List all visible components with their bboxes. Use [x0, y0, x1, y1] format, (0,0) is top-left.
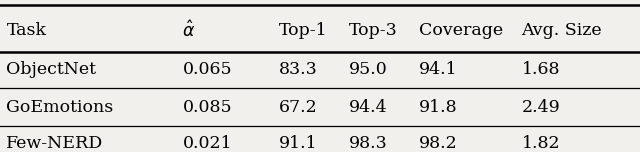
Text: 98.2: 98.2	[419, 135, 458, 152]
Text: 1.68: 1.68	[522, 61, 560, 78]
Text: ObjectNet: ObjectNet	[6, 61, 97, 78]
Text: Top-1: Top-1	[278, 22, 327, 39]
Text: 94.4: 94.4	[349, 99, 387, 116]
Text: Avg. Size: Avg. Size	[522, 22, 602, 39]
Text: $\hat{\alpha}$: $\hat{\alpha}$	[182, 20, 196, 41]
Text: Coverage: Coverage	[419, 22, 503, 39]
Text: 83.3: 83.3	[278, 61, 317, 78]
Text: 98.3: 98.3	[349, 135, 388, 152]
Text: 95.0: 95.0	[349, 61, 388, 78]
Text: Task: Task	[6, 22, 46, 39]
Text: 0.021: 0.021	[182, 135, 232, 152]
Text: 2.49: 2.49	[522, 99, 561, 116]
Text: 0.085: 0.085	[182, 99, 232, 116]
Text: 1.82: 1.82	[522, 135, 560, 152]
Text: GoEmotions: GoEmotions	[6, 99, 114, 116]
Text: 91.1: 91.1	[278, 135, 317, 152]
Text: Few-NERD: Few-NERD	[6, 135, 104, 152]
Text: Top-3: Top-3	[349, 22, 397, 39]
Text: 67.2: 67.2	[278, 99, 317, 116]
Text: 0.065: 0.065	[182, 61, 232, 78]
Text: 94.1: 94.1	[419, 61, 458, 78]
Text: 91.8: 91.8	[419, 99, 458, 116]
